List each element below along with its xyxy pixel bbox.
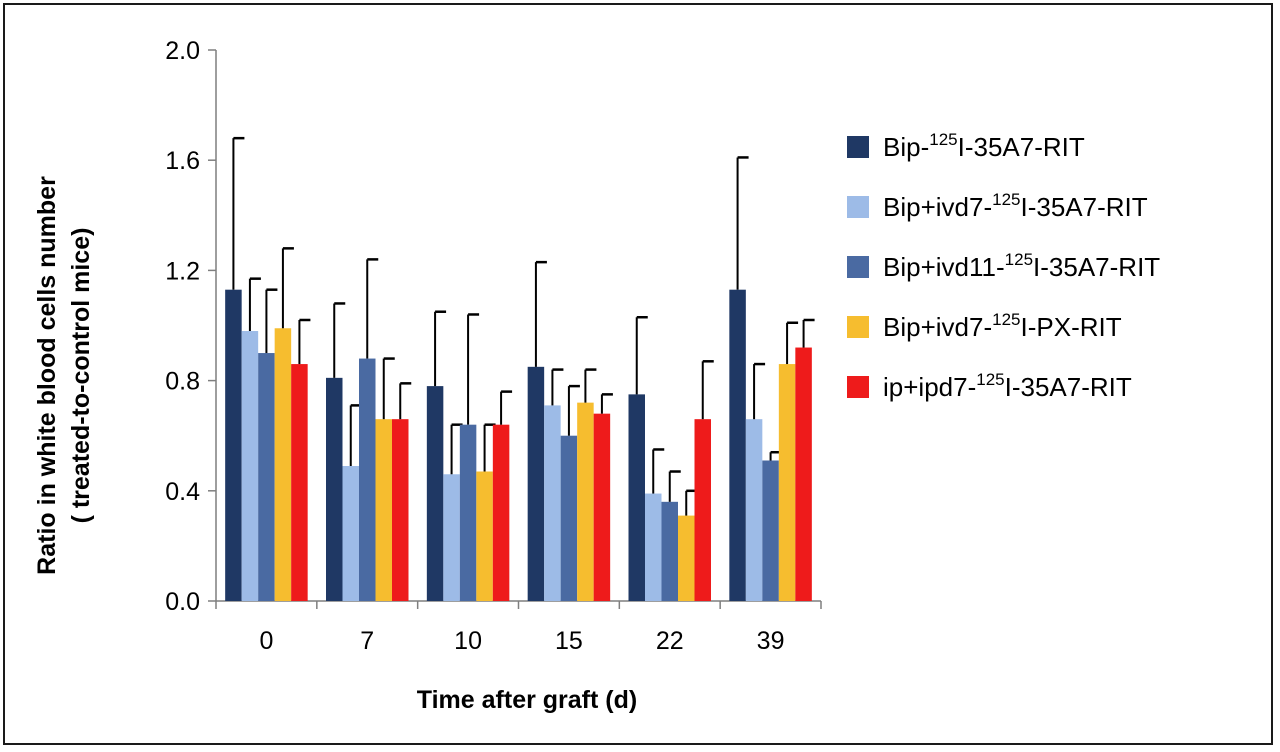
- bar: [778, 364, 796, 601]
- bar: [459, 424, 477, 601]
- legend-item: Bip+ivd7-125I-PX-RIT: [847, 297, 1267, 357]
- y-tick-label: 0.0: [165, 588, 200, 616]
- bar: [443, 474, 460, 601]
- legend-label-superscript: 125: [976, 369, 1005, 389]
- legend-label-superscript: 125: [929, 129, 958, 149]
- x-tick-label: 7: [360, 627, 374, 655]
- legend: Bip-125I-35A7-RIT Bip+ivd7-125I-35A7-RIT B…: [847, 117, 1267, 417]
- legend-label-prefix: Bip-: [883, 131, 930, 162]
- legend-swatch: [847, 316, 869, 338]
- bar: [678, 515, 695, 601]
- legend-item: Bip+ivd11-125I-35A7-RIT: [847, 237, 1267, 297]
- legend-item: ip+ipd7-125I-35A7-RIT: [847, 357, 1267, 417]
- legend-label-suffix: I-35A7-RIT: [1020, 191, 1148, 222]
- legend-label-superscript: 125: [1004, 249, 1034, 269]
- bar: [426, 386, 444, 601]
- bar: [326, 377, 343, 601]
- legend-label-suffix: I-35A7-RIT: [1004, 371, 1132, 402]
- bar: [661, 501, 678, 601]
- legend-swatch: [847, 256, 869, 278]
- legend-label: Bip+ivd7-125I-35A7-RIT: [883, 189, 1148, 223]
- bar: [291, 364, 308, 601]
- bar: [795, 347, 812, 601]
- y-axis-title-line: ( treated-to-control mice): [67, 228, 95, 524]
- legend-item: Bip-125I-35A7-RIT: [847, 117, 1267, 177]
- bar: [645, 493, 662, 601]
- bar: [628, 394, 645, 601]
- y-tick-label: 0.8: [165, 368, 200, 396]
- y-tick-label: 1.6: [165, 147, 200, 175]
- x-tick-label: 22: [656, 627, 684, 655]
- bar: [694, 419, 711, 601]
- bar: [274, 328, 292, 601]
- bar: [492, 424, 510, 601]
- bar: [342, 466, 359, 601]
- legend-label-suffix: I-35A7-RIT: [1033, 251, 1161, 282]
- legend-label-superscript: 125: [992, 189, 1021, 209]
- x-axis-title: Time after graft (d): [417, 686, 637, 714]
- legend-label-prefix: Bip+ivd7-: [883, 191, 993, 222]
- bar: [241, 331, 259, 601]
- bar: [359, 358, 376, 601]
- legend-label-suffix: I-PX-RIT: [1020, 311, 1122, 342]
- bar: [375, 419, 392, 601]
- legend-swatch: [847, 136, 869, 158]
- x-tick-label: 39: [757, 627, 785, 655]
- x-tick-label: 10: [454, 627, 482, 655]
- y-tick-label: 2.0: [165, 37, 200, 65]
- bar: [225, 289, 242, 601]
- legend-label-prefix: Bip+ivd11-: [883, 251, 1005, 282]
- y-tick-label: 0.4: [165, 478, 200, 506]
- bar: [729, 289, 746, 601]
- bar-chart: 0.0 0.4 0.8 1.2 1.6 2.0 0 7 10 15 22 39 Time after g…: [33, 37, 822, 714]
- x-tick-label: 0: [259, 627, 273, 655]
- bar: [527, 366, 545, 601]
- legend-label: Bip-125I-35A7-RIT: [883, 129, 1085, 163]
- bar: [544, 405, 561, 601]
- bar: [762, 460, 779, 601]
- y-tick-label: 1.2: [165, 257, 200, 285]
- x-tick-label: 15: [555, 627, 583, 655]
- y-axis-title-line: Ratio in white blood cells number: [33, 176, 61, 575]
- legend-label: Bip+ivd11-125I-35A7-RIT: [883, 249, 1161, 283]
- legend-label: ip+ipd7-125I-35A7-RIT: [883, 369, 1132, 403]
- legend-label-prefix: ip+ipd7-: [883, 371, 977, 402]
- bar: [476, 471, 493, 601]
- bar: [392, 419, 409, 601]
- bar: [258, 353, 275, 601]
- legend-label-suffix: I-35A7-RIT: [957, 131, 1085, 162]
- bar: [577, 402, 594, 601]
- bar: [560, 435, 578, 601]
- legend-swatch: [847, 376, 869, 398]
- legend-item: Bip+ivd7-125I-35A7-RIT: [847, 177, 1267, 237]
- legend-label-superscript: 125: [992, 309, 1021, 329]
- legend-swatch: [847, 196, 869, 218]
- legend-label: Bip+ivd7-125I-PX-RIT: [883, 309, 1122, 343]
- legend-label-prefix: Bip+ivd7-: [883, 311, 993, 342]
- bar: [745, 419, 763, 601]
- chart-frame: 0.0 0.4 0.8 1.2 1.6 2.0 0 7 10 15 22 39 Time after g…: [3, 3, 1273, 745]
- bar: [593, 413, 611, 601]
